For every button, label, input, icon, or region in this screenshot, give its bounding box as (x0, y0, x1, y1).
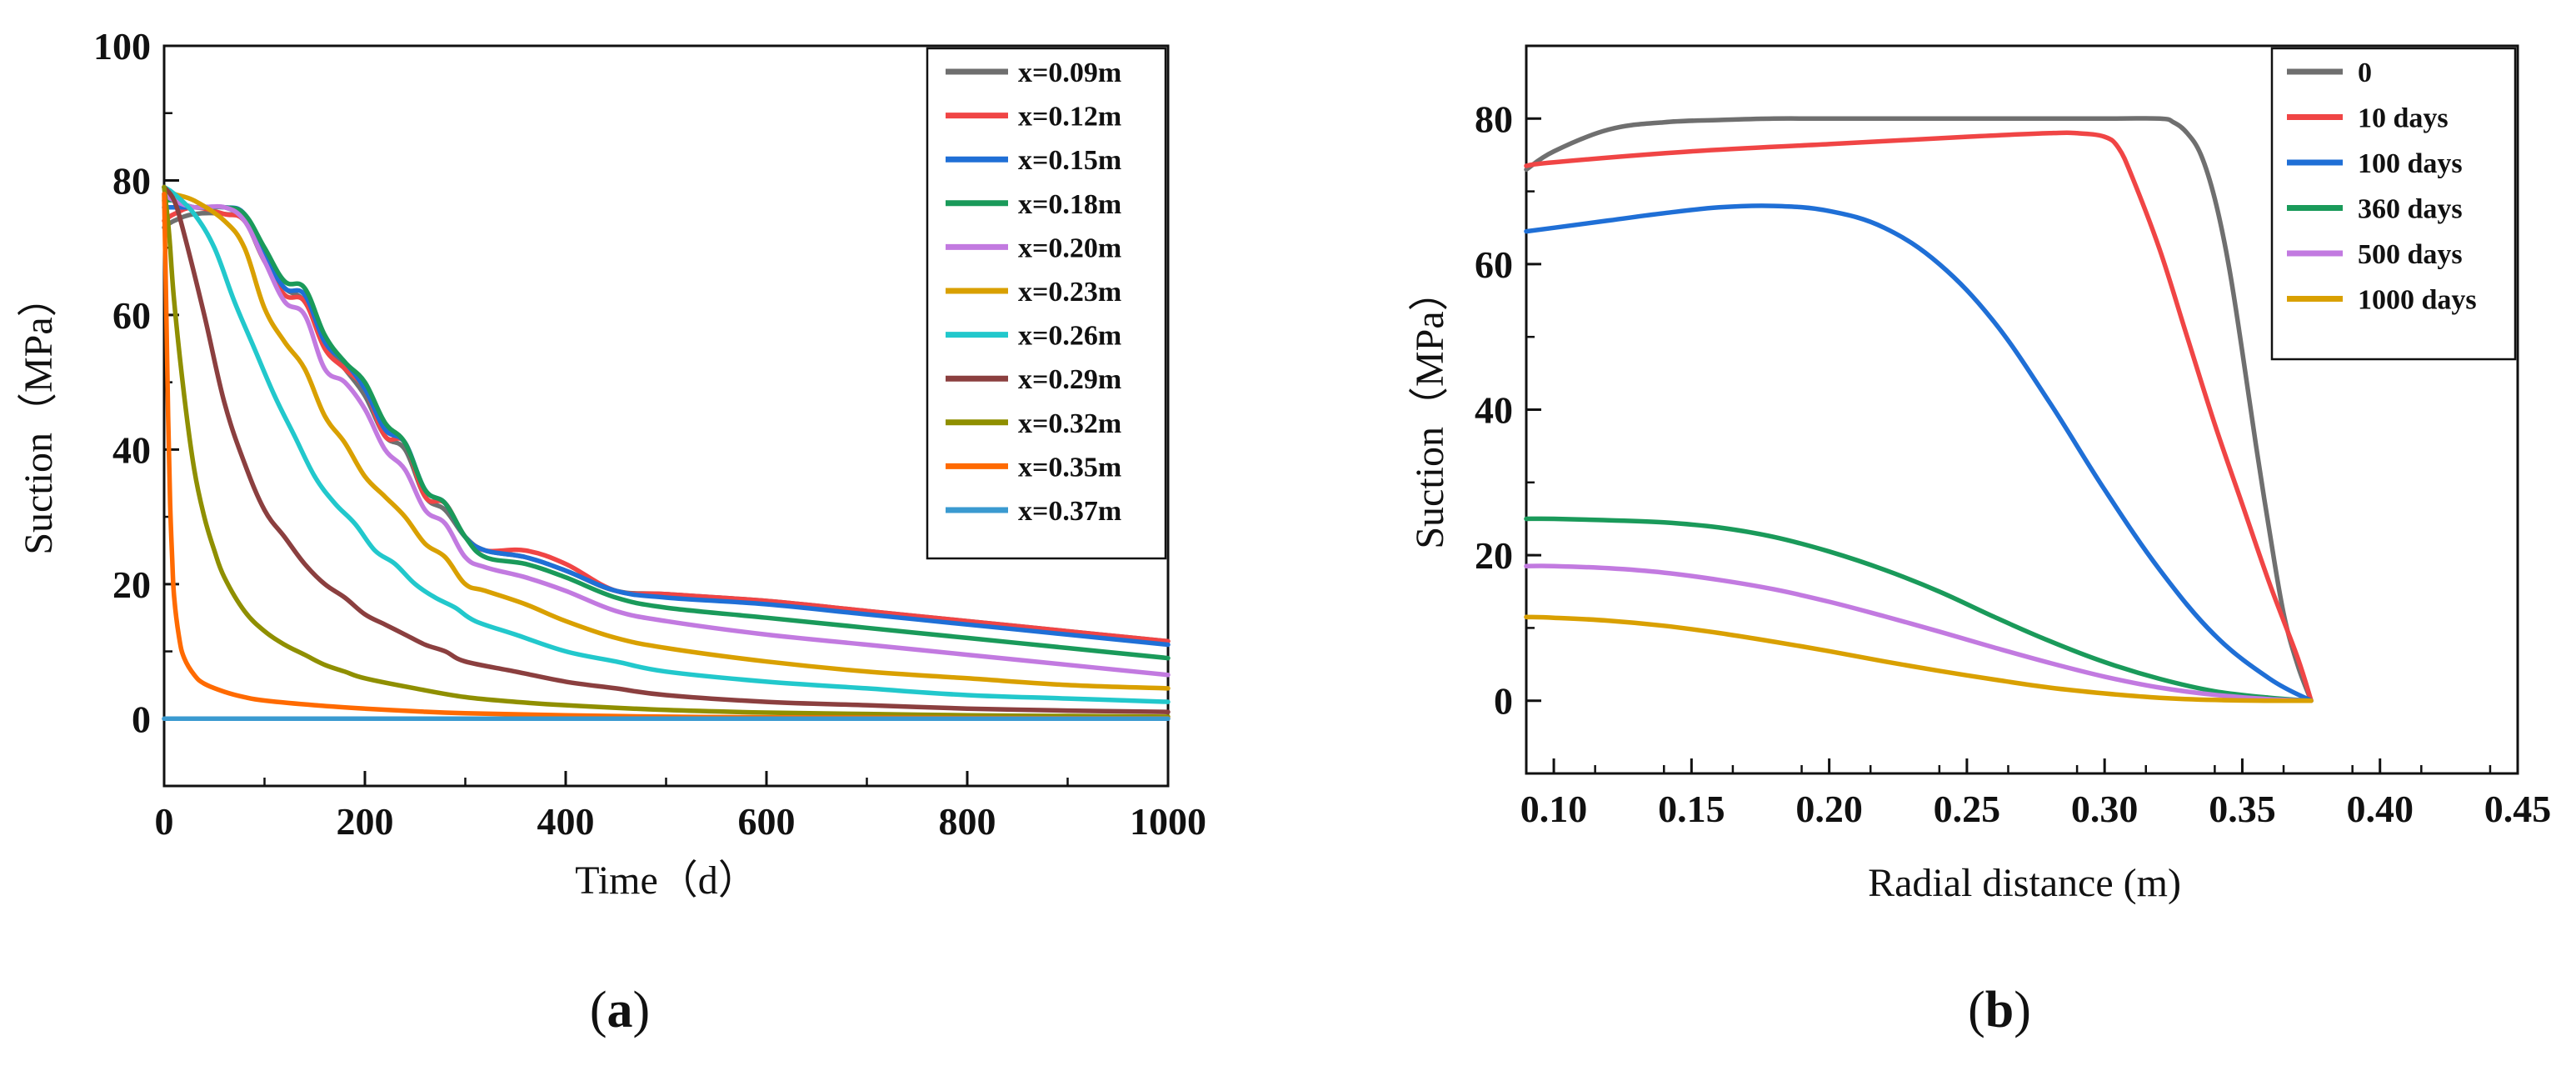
chart-a-legend-box (926, 47, 1167, 560)
chart-a-series-line (162, 191, 1171, 678)
panel-label-b: (b) (1968, 982, 2031, 1038)
chart-a-x-tick-label: 600 (738, 800, 796, 843)
chart-a-y-tick-label: 0 (132, 698, 151, 740)
chart-a-legend-label: x=0.32m (1018, 408, 1121, 439)
chart-a-ticks: 0 200 400 600 800 1000 0 20 40 60 80 100 (93, 25, 1206, 843)
chart-b-x-tick-label: 0.40 (2346, 788, 2414, 830)
chart-b-series-line (1524, 116, 2314, 703)
chart-b-x-tick-label: 0.20 (1795, 788, 1863, 830)
chart-a-y-axis-title: Suction（MPa） (17, 277, 61, 554)
chart-b-x-tick-label: 0.10 (1520, 788, 1588, 830)
chart-a-x-tick-label: 200 (337, 800, 394, 843)
chart-a-x-tick-label: 0 (155, 800, 174, 843)
chart-b-series-line (1524, 516, 2314, 703)
chart-a-legend-label: x=0.18m (1018, 189, 1121, 220)
chart-b-x-tick-label: 0.30 (2071, 788, 2139, 830)
chart-a-legend: x=0.09m x=0.12m x=0.15m x=0.18m x=0.20m x=0.2… (926, 47, 1167, 560)
chart-b-legend-label: 10 days (2358, 103, 2449, 134)
chart-b: 0.10 0.15 0.20 0.25 0.30 0.35 0.40 0.45 0 20 40 60 8… (1408, 44, 2552, 1038)
chart-a-y-tick-label: 60 (112, 294, 151, 337)
chart-a-series-line (162, 184, 1171, 691)
chart-a-y-tick-label: 100 (93, 25, 151, 68)
chart-a-legend-label: x=0.12m (1018, 102, 1121, 133)
chart-a-series (162, 184, 1171, 722)
chart-a-legend-label: x=0.37m (1018, 496, 1121, 527)
chart-b-legend-box (2270, 47, 2517, 361)
chart-b-legend-label: 500 days (2358, 239, 2463, 270)
chart-b-series-line (1524, 130, 2314, 703)
chart-b-y-tick-label: 40 (1475, 389, 1513, 432)
chart-a-legend-label: x=0.23m (1018, 277, 1121, 308)
chart-a-legend-label: x=0.26m (1018, 321, 1121, 352)
chart-a-legend-label: x=0.35m (1018, 452, 1121, 483)
panel-label-a-letter: a (607, 982, 633, 1038)
chart-a-legend-label: x=0.09m (1018, 58, 1121, 88)
chart-b-series-line (1524, 614, 2314, 703)
chart-a-y-tick-label: 20 (112, 563, 151, 606)
chart-b-series (1524, 116, 2314, 703)
chart-b-y-tick-label: 60 (1475, 243, 1513, 286)
chart-a-series-line (162, 198, 1171, 661)
chart-a-series-line (162, 184, 1171, 714)
chart-b-y-axis-title: Suction（MPa） (1408, 271, 1452, 548)
chart-a-legend-label: x=0.20m (1018, 233, 1121, 263)
chart-a-y-tick-label: 80 (112, 159, 151, 202)
chart-a-x-tick-label: 400 (537, 800, 595, 843)
chart-b-y-tick-label: 20 (1475, 534, 1513, 577)
chart-a-legend-label: x=0.29m (1018, 364, 1121, 395)
chart-b-x-axis-title: Radial distance (m) (1868, 861, 2181, 905)
chart-a-legend-label: x=0.15m (1018, 145, 1121, 176)
chart-b-legend-label: 100 days (2358, 148, 2463, 179)
panel-label-b-letter: b (1985, 982, 2014, 1038)
chart-a-x-axis-title: Time（d） (575, 858, 758, 903)
chart-b-series-line (1524, 563, 2314, 703)
chart-b-legend-label: 1000 days (2358, 285, 2477, 316)
chart-b-y-tick-label: 0 (1494, 680, 1513, 723)
chart-b-legend: 0 10 days 100 days 360 days 500 days 1000 day… (2270, 47, 2517, 361)
chart-b-ticks: 0.10 0.15 0.20 0.25 0.30 0.35 0.40 0.45 0 20 40 60 8… (1475, 44, 2552, 830)
panel-label-a: (a) (590, 982, 650, 1038)
chart-a-series-line (162, 184, 1171, 719)
chart-a-series-line (162, 184, 1171, 704)
chart-b-legend-label: 0 (2358, 58, 2372, 88)
chart-a-x-tick-label: 800 (939, 800, 996, 843)
chart-b-x-tick-label: 0.45 (2484, 788, 2552, 830)
chart-b-series-line (1524, 203, 2314, 703)
chart-b-x-tick-label: 0.25 (1934, 788, 2001, 830)
chart-b-x-tick-label: 0.15 (1658, 788, 1725, 830)
chart-a-x-tick-label: 1000 (1130, 800, 1206, 843)
chart-b-x-tick-label: 0.35 (2209, 788, 2276, 830)
chart-b-legend-label: 360 days (2358, 194, 2463, 225)
chart-a-y-tick-label: 40 (112, 428, 151, 471)
chart-b-y-tick-label: 80 (1475, 98, 1513, 140)
